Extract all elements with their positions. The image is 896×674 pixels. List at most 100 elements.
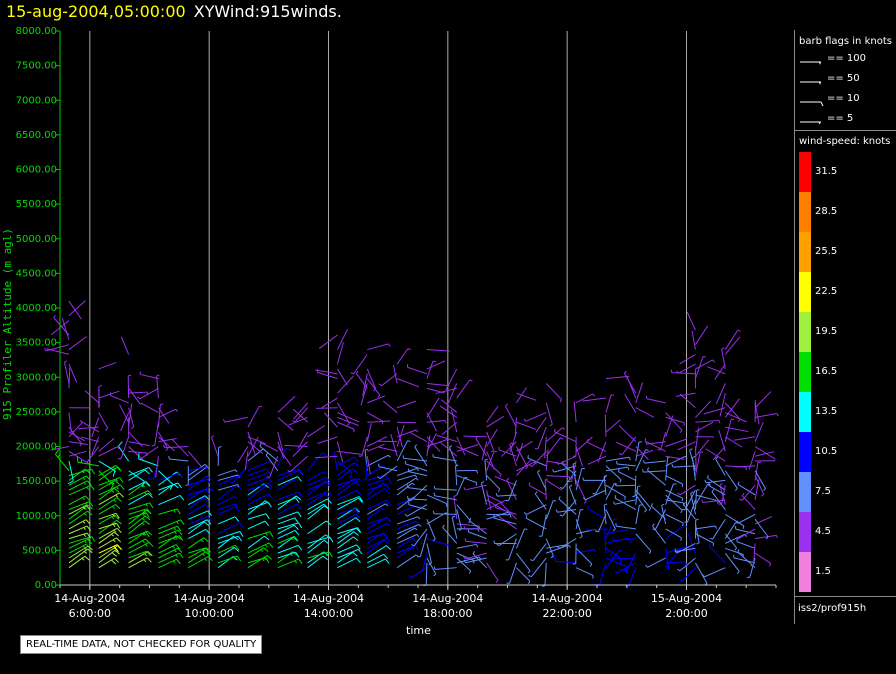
wind-barb (277, 529, 300, 540)
barb-legend-title: barb flags in knots (799, 36, 892, 47)
wind-barb (158, 508, 181, 515)
wind-barb (741, 492, 756, 510)
wind-barb (456, 557, 472, 574)
wind-barb (128, 407, 135, 430)
wind-barb (725, 412, 747, 423)
wind-barb (635, 407, 655, 418)
color-scale-label: 4.5 (815, 526, 831, 537)
wind-barb (496, 533, 517, 547)
wind-barb (545, 449, 549, 471)
wind-barb (671, 464, 696, 468)
wind-barb (158, 431, 169, 452)
wind-barb (597, 441, 607, 463)
wind-barb (674, 543, 696, 554)
wind-barb (604, 528, 608, 554)
wind-barb (406, 495, 427, 501)
wind-barb (456, 379, 473, 399)
wind-barb (615, 441, 636, 452)
wind-barb (117, 436, 130, 460)
wind-barb (217, 522, 244, 535)
wind-barb (694, 356, 706, 379)
y-tick-label: 7500.00 (16, 61, 57, 72)
wind-barb (665, 416, 685, 426)
wind-barb (619, 436, 637, 456)
wind-barb (545, 437, 564, 457)
wind-barb (367, 395, 386, 404)
wind-barb (158, 472, 184, 481)
wind-barb (593, 562, 607, 585)
wind-barb (516, 440, 533, 452)
wind-barb (367, 532, 389, 540)
wind-barb (366, 539, 390, 554)
wind-barb (411, 528, 428, 547)
wind-barb (98, 537, 122, 549)
wind-barb (426, 397, 440, 418)
wind-barb (545, 383, 563, 403)
wind-barb (635, 533, 652, 554)
wind-barb (158, 535, 184, 544)
wind-barb (98, 557, 119, 569)
wind-barb (707, 366, 726, 375)
wind-barb (366, 378, 381, 398)
wind-barb (486, 490, 492, 510)
wind-barb (605, 557, 628, 573)
y-tick-label: 3000.00 (16, 372, 57, 383)
wind-barb (98, 497, 122, 510)
wind-barb (119, 404, 130, 423)
wind-barb (307, 490, 333, 501)
wind-barb (307, 481, 331, 491)
wind-barb (706, 475, 726, 491)
wind-barb (128, 557, 152, 569)
wind-barb (642, 460, 666, 464)
wind-barb (128, 490, 153, 501)
wind-barb (694, 451, 704, 476)
wind-barb (307, 425, 325, 438)
wind-barb (68, 300, 86, 316)
wind-barb (187, 497, 209, 510)
wind-barb (217, 535, 243, 544)
wind-barb (172, 439, 189, 457)
wind-barb (139, 371, 159, 380)
color-scale-swatch (799, 392, 811, 432)
wind-barb (120, 412, 130, 431)
wind-barb (68, 504, 91, 515)
wind-barb (733, 554, 756, 564)
wind-barb (555, 455, 577, 465)
wind-barb (128, 446, 144, 461)
wind-barb (719, 483, 726, 505)
wind-barb (464, 538, 487, 544)
wind-barb (188, 510, 212, 520)
wind-barb (80, 436, 99, 443)
y-axis-title: 915 Profiler Altitude (m agl) (1, 228, 14, 420)
wind-barb (632, 475, 637, 498)
wind-barb (366, 368, 377, 392)
wind-barb (98, 446, 120, 457)
x-tick-time: 10:00:00 (184, 607, 233, 620)
wind-barb (724, 336, 741, 355)
x-tick-time: 14:00:00 (304, 607, 353, 620)
wind-barb (456, 543, 479, 549)
x-tick-time: 22:00:00 (542, 607, 591, 620)
wind-barb (506, 562, 517, 584)
wind-barb (366, 423, 372, 442)
wind-barb (582, 397, 607, 402)
wind-barb (612, 537, 636, 541)
wind-barb (684, 499, 696, 523)
wind-barb (127, 374, 132, 399)
wind-barb (217, 516, 240, 525)
wind-barb (456, 446, 479, 457)
wind-barb (128, 520, 150, 535)
wind-barb (688, 532, 696, 554)
y-tick-label: 2000.00 (16, 442, 57, 453)
wind-barb (679, 353, 696, 365)
wind-barb (188, 547, 210, 554)
color-scale-swatch (799, 552, 811, 592)
color-scale-label: 16.5 (815, 366, 838, 377)
wind-barb (187, 521, 210, 535)
wind-barb (724, 402, 741, 422)
wind-barb (560, 470, 577, 489)
wind-barb (158, 558, 181, 569)
wind-barb (736, 513, 756, 524)
wind-barb (545, 538, 554, 559)
wind-barb (362, 373, 368, 396)
